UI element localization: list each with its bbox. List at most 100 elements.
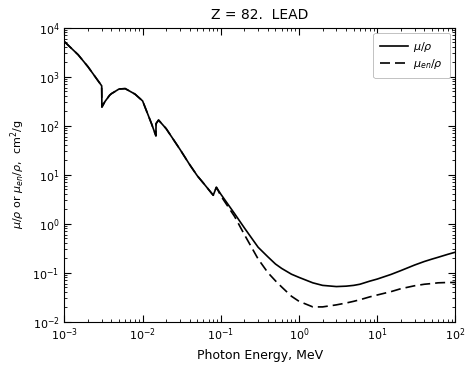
$\mu/\rho$ xyxy=(343,284,349,288)
$\mu_{en}/\rho$ xyxy=(62,39,67,44)
$\mu_{en}/\rho$ xyxy=(320,305,326,309)
$\mu_{en}/\rho$ xyxy=(109,91,114,96)
$\mu/\rho$ xyxy=(357,282,363,286)
$\mu/\rho$ xyxy=(85,64,91,69)
Legend: $\mu/\rho$, $\mu_{en}/\rho$: $\mu/\rho$, $\mu_{en}/\rho$ xyxy=(374,33,450,78)
$\mu/\rho$ xyxy=(232,211,237,216)
$\mu_{en}/\rho$ xyxy=(153,121,159,126)
$\mu/\rho$ xyxy=(214,185,219,189)
Line: $\mu/\rho$: $\mu/\rho$ xyxy=(64,41,456,287)
$\mu/\rho$ xyxy=(334,285,339,289)
$\mu/\rho$ xyxy=(140,99,146,103)
$\mu/\rho$ xyxy=(265,255,271,259)
$\mu/\rho$ xyxy=(177,147,183,151)
$\mu/\rho$ xyxy=(122,87,128,91)
$\mu/\rho$ xyxy=(75,53,81,57)
$\mu_{en}/\rho$ xyxy=(163,127,169,131)
$\mu/\rho$ xyxy=(62,39,67,44)
$\mu_{en}/\rho$ xyxy=(153,134,159,138)
$\mu/\rho$ xyxy=(320,283,326,287)
$\mu_{en}/\rho$ xyxy=(214,185,219,189)
$\mu/\rho$ xyxy=(351,283,356,287)
$\mu/\rho$ xyxy=(296,275,302,280)
$\mu_{en}/\rho$ xyxy=(351,299,356,303)
$\mu/\rho$ xyxy=(213,185,219,189)
$\mu/\rho$ xyxy=(310,280,316,285)
$\mu/\rho$ xyxy=(99,105,105,109)
$\mu_{en}/\rho$ xyxy=(213,185,219,189)
$\mu_{en}/\rho$ xyxy=(374,293,380,297)
Y-axis label: $\mu/\rho$ or $\mu_{en}/\rho$,  cm$^2$/g: $\mu/\rho$ or $\mu_{en}/\rho$, cm$^2$/g xyxy=(9,120,27,229)
$\mu_{en}/\rho$ xyxy=(429,281,435,286)
$\mu_{en}/\rho$ xyxy=(357,297,363,302)
$\mu_{en}/\rho$ xyxy=(388,289,394,294)
$\mu/\rho$ xyxy=(218,192,224,196)
$\mu/\rho$ xyxy=(107,93,112,97)
$\mu_{en}/\rho$ xyxy=(85,64,91,69)
$\mu/\rho$ xyxy=(412,263,418,267)
$\mu/\rho$ xyxy=(388,272,394,277)
$\mu_{en}/\rho$ xyxy=(218,194,224,198)
$\mu_{en}/\rho$ xyxy=(102,100,108,104)
$\mu_{en}/\rho$ xyxy=(75,53,81,57)
$\mu_{en}/\rho$ xyxy=(149,121,155,126)
Title: Z = 82.  LEAD: Z = 82. LEAD xyxy=(211,9,309,22)
$\mu/\rho$ xyxy=(429,257,435,261)
$\mu/\rho$ xyxy=(201,181,206,185)
$\mu_{en}/\rho$ xyxy=(334,303,339,307)
$\mu_{en}/\rho$ xyxy=(132,92,138,96)
$\mu_{en}/\rho$ xyxy=(398,286,404,291)
$\mu/\rho$ xyxy=(421,259,427,264)
$\mu_{en}/\rho$ xyxy=(99,84,105,88)
$\mu/\rho$ xyxy=(398,268,404,273)
$\mu_{en}/\rho$ xyxy=(453,280,458,285)
$\mu_{en}/\rho$ xyxy=(421,282,427,286)
$\mu_{en}/\rho$ xyxy=(242,232,247,237)
$\mu/\rho$ xyxy=(109,91,114,96)
$\mu_{en}/\rho$ xyxy=(232,214,237,219)
$\mu/\rho$ xyxy=(116,87,122,91)
$\mu/\rho$ xyxy=(453,250,458,255)
$\mu_{en}/\rho$ xyxy=(435,280,441,285)
$\mu/\rho$ xyxy=(289,272,294,276)
$\mu_{en}/\rho$ xyxy=(265,270,271,275)
$\mu/\rho$ xyxy=(242,226,247,230)
$\mu_{en}/\rho$ xyxy=(412,283,418,288)
$\mu/\rho$ xyxy=(445,252,451,256)
$\mu_{en}/\rho$ xyxy=(122,87,128,91)
$\mu_{en}/\rho$ xyxy=(273,279,278,283)
$\mu/\rho$ xyxy=(194,174,200,178)
$\mu_{en}/\rho$ xyxy=(445,280,451,285)
$\mu/\rho$ xyxy=(99,84,105,88)
$\mu/\rho$ xyxy=(153,134,159,138)
$\mu_{en}/\rho$ xyxy=(187,162,192,167)
$\mu/\rho$ xyxy=(255,245,261,249)
Line: $\mu_{en}/\rho$: $\mu_{en}/\rho$ xyxy=(64,41,456,307)
$\mu_{en}/\rho$ xyxy=(255,257,261,261)
$\mu/\rho$ xyxy=(374,277,380,281)
$\mu_{en}/\rho$ xyxy=(343,301,349,305)
$\mu/\rho$ xyxy=(435,255,441,259)
$\mu/\rho$ xyxy=(132,92,138,96)
$\mu_{en}/\rho$ xyxy=(177,147,183,151)
$\mu/\rho$ xyxy=(149,121,155,126)
$\mu_{en}/\rho$ xyxy=(289,294,294,299)
$\mu_{en}/\rho$ xyxy=(279,285,284,289)
$\mu_{en}/\rho$ xyxy=(310,305,316,309)
$\mu/\rho$ xyxy=(273,262,278,266)
$\mu_{en}/\rho$ xyxy=(116,87,122,91)
X-axis label: Photon Energy, MeV: Photon Energy, MeV xyxy=(197,349,323,361)
$\mu_{en}/\rho$ xyxy=(367,295,373,299)
$\mu_{en}/\rho$ xyxy=(107,93,112,97)
$\mu_{en}/\rho$ xyxy=(296,299,302,303)
$\mu_{en}/\rho$ xyxy=(201,181,206,185)
$\mu/\rho$ xyxy=(187,162,192,167)
$\mu/\rho$ xyxy=(279,266,284,270)
$\mu_{en}/\rho$ xyxy=(99,105,105,109)
$\mu/\rho$ xyxy=(210,193,216,198)
$\mu_{en}/\rho$ xyxy=(194,174,200,178)
$\mu_{en}/\rho$ xyxy=(156,118,162,122)
$\mu/\rho$ xyxy=(102,100,108,104)
$\mu/\rho$ xyxy=(367,279,373,283)
$\mu/\rho$ xyxy=(163,127,169,131)
